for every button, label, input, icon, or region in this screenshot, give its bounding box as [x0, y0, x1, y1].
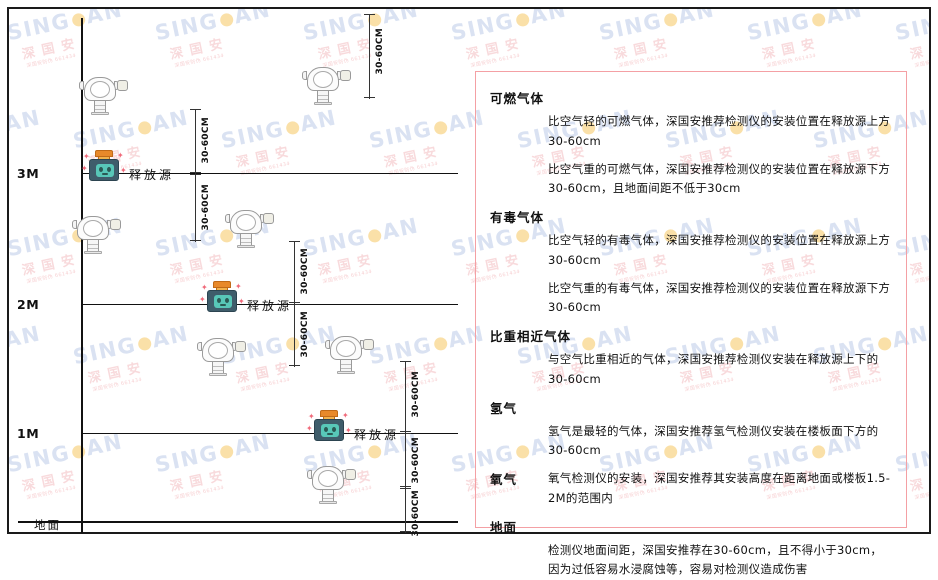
ground-label: 地面	[34, 518, 61, 532]
dimension-label: 30-60CM	[201, 117, 211, 164]
guideline-section-title: 地面	[490, 519, 518, 535]
level-line-3m	[83, 173, 458, 175]
guideline-section: 比重相近气体与空气比重相近的气体，深国安推荐检测仪安装在释放源上下的30-60c…	[490, 326, 892, 390]
dimension-label: 30-60CM	[300, 311, 310, 358]
panel-body: 可燃气体 比空气轻的可燃气体，深国安推荐检测仪的安装位置在释放源上方30-60cm…	[476, 72, 906, 580]
release-source-label: 释放源	[354, 428, 400, 442]
guideline-section: 有毒气体 比空气轻的有毒气体，深国安推荐检测仪的安装位置在释放源上方30-60cm…	[490, 207, 892, 318]
guideline-section-title: 氢气	[490, 400, 518, 416]
guideline-section: 氧气 氧气检测仪的安装，深国安推荐其安装高度在距离地面或楼板1.5-2M的范围内	[490, 469, 892, 509]
dimension-label: 30-60CM	[411, 437, 421, 484]
dimension-label: 30-60CM	[300, 248, 310, 295]
level-label-2m: 2M	[17, 297, 40, 312]
guideline-section-title: 可燃气体	[490, 91, 545, 106]
guideline-paragraph: 检测仪地面间距，深国安推荐在30-60cm，且不得小于30cm，因为过低容易水浸…	[548, 542, 883, 577]
gas-detector-icon	[322, 334, 374, 374]
dimension-label: 30-60CM	[411, 490, 421, 537]
gas-detector-icon	[194, 336, 246, 376]
release-source-label: 释放源	[129, 168, 175, 182]
guideline-section: 地面检测仪地面间距，深国安推荐在30-60cm，且不得小于30cm，因为过低容易…	[490, 517, 892, 580]
release-source-label: 释放源	[247, 299, 293, 313]
diagram-frame: SING AN 深国安 深国安防伪 661434 SING AN 深国安 深国安防伪 6614…	[7, 7, 931, 576]
dimension-label: 30-60CM	[375, 28, 385, 75]
dimension-label: 30-60CM	[411, 371, 421, 418]
gas-detector-icon	[304, 464, 356, 504]
guideline-paragraph: 比空气重的可燃气体，深国安推荐检测仪的安装位置在释放源下方30-60cm，且地面…	[548, 161, 891, 196]
guideline-section-title: 有毒气体	[490, 210, 545, 226]
gas-detector-icon	[76, 75, 128, 115]
level-line-1m	[83, 433, 458, 435]
guideline-paragraph: 比空气重的有毒气体，深国安推荐检测仪的安装位置在释放源下方30-60cm	[548, 280, 891, 315]
guideline-paragraph: 氧气检测仪的安装，深国安推荐其安装高度在距离地面或楼板1.5-2M的范围内	[548, 471, 891, 505]
vertical-axis	[81, 18, 83, 533]
guideline-paragraph: 氢气是最轻的气体，深国安推荐氢气检测仪安装在楼板面下方的30-60cm	[548, 423, 879, 458]
installation-height-diagram: 3M 2M 1M 地面 30-60CM	[9, 9, 929, 536]
level-label-3m: 3M	[17, 166, 40, 181]
guideline-section: 氢气氢气是最轻的气体，深国安推荐氢气检测仪安装在楼板面下方的30-60cm	[490, 398, 892, 462]
release-source-group: ✦ ✦ ✦ ✦	[199, 281, 245, 313]
release-source-icon: ✦ ✦ ✦ ✦	[306, 410, 352, 442]
guideline-paragraph: 比空气轻的有毒气体，深国安推荐检测仪的安装位置在释放源上方30-60cm	[548, 233, 891, 267]
guideline-section: 可燃气体 比空气轻的可燃气体，深国安推荐检测仪的安装位置在释放源上方30-60cm…	[490, 88, 892, 199]
gas-detector-icon	[299, 65, 351, 105]
installation-guidelines-panel: 可燃气体 比空气轻的可燃气体，深国安推荐检测仪的安装位置在释放源上方30-60cm…	[475, 71, 907, 576]
dimension-label: 30-60CM	[201, 184, 211, 231]
gas-detector-icon	[69, 214, 121, 254]
release-source-icon: ✦ ✦ ✦ ✦	[199, 281, 245, 313]
guideline-section-title: 氧气	[490, 472, 518, 488]
release-source-icon: ✦ ✦ ✦ ✦	[81, 150, 127, 182]
gas-detector-icon	[222, 208, 274, 248]
release-source-group: ✦ ✦ ✦ ✦	[306, 410, 352, 442]
release-source-group: ✦ ✦ ✦ ✦	[81, 150, 127, 182]
ground-axis	[18, 521, 458, 523]
level-line-2m	[83, 304, 458, 306]
guideline-paragraph: 比空气轻的可燃气体，深国安推荐检测仪的安装位置在释放源上方30-60cm	[548, 114, 891, 148]
guideline-section-title: 比重相近气体	[490, 329, 572, 345]
guideline-paragraph: 与空气比重相近的气体，深国安推荐检测仪安装在释放源上下的30-60cm	[548, 352, 879, 386]
level-label-1m: 1M	[17, 426, 40, 441]
